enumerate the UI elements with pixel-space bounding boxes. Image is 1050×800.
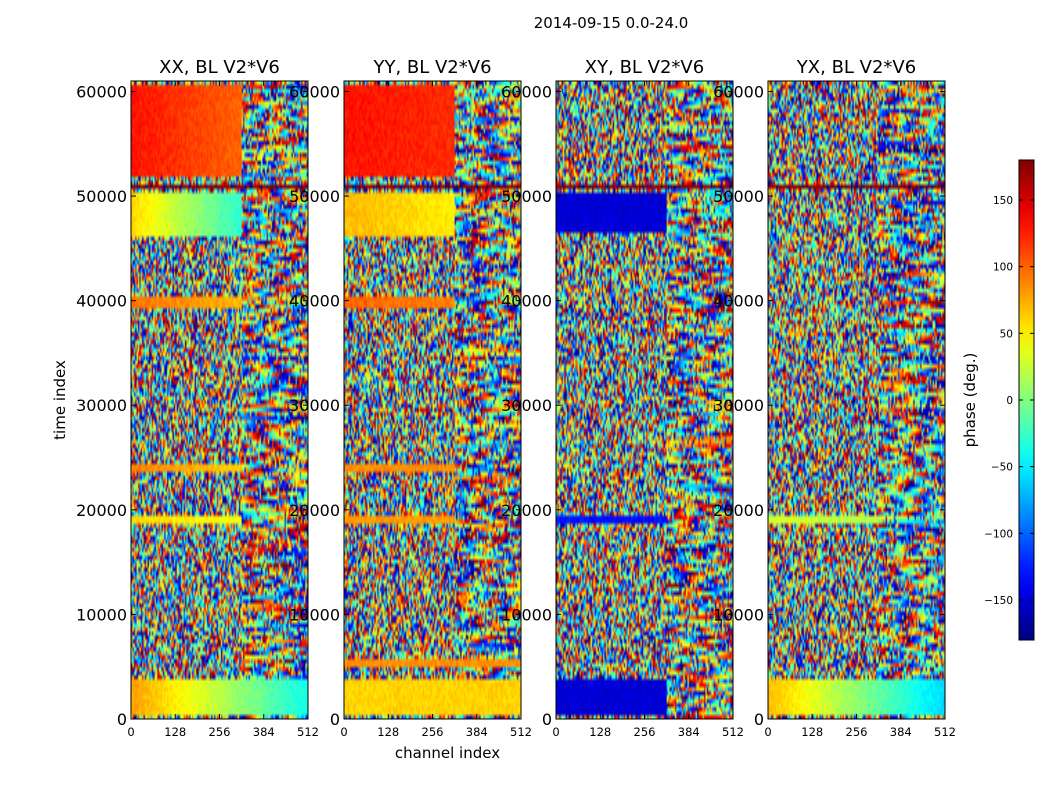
y-tick-label: 60000: [76, 82, 127, 101]
x-tick-label: 384: [890, 725, 912, 739]
x-tick-label: 0: [552, 725, 559, 739]
x-tick-label: 0: [127, 725, 134, 739]
y-tick-label: 0: [754, 710, 764, 729]
y-tick-label: 40000: [289, 292, 340, 311]
y-tick-label: 60000: [501, 82, 552, 101]
y-tick-label: 0: [330, 710, 340, 729]
colorbar-tick-label: −150: [984, 595, 1013, 607]
x-tick-label: 0: [764, 725, 771, 739]
y-tick-label: 10000: [501, 605, 552, 624]
x-tick-label: 128: [377, 725, 399, 739]
colorbar-tick-label: −100: [984, 528, 1013, 540]
y-tick-label: 50000: [76, 187, 127, 206]
y-tick-label: 60000: [289, 82, 340, 101]
colorbar-label: phase (deg.): [961, 353, 979, 448]
x-tick-label: 256: [634, 725, 656, 739]
x-tick-label: 512: [722, 725, 744, 739]
heatmap-panel-4: YX, BL V2*V6 0 128 256 384 512 0 10000 20000 3000…: [713, 57, 956, 739]
x-tick-label: 384: [678, 725, 700, 739]
panel-title: YY, BL V2*V6: [372, 57, 491, 78]
colorbar-tick-label: 150: [993, 195, 1013, 207]
y-tick-label: 30000: [289, 396, 340, 415]
panel-title: YX, BL V2*V6: [796, 57, 916, 78]
x-tick-label: 256: [209, 725, 231, 739]
panel-title: XY, BL V2*V6: [585, 57, 704, 78]
y-tick-label: 30000: [76, 396, 127, 415]
colorbar-tick-label: 50: [1000, 328, 1013, 340]
x-tick-label: 0: [340, 725, 347, 739]
x-tick-label: 512: [510, 725, 532, 739]
y-tick-label: 20000: [501, 501, 552, 520]
heatmap-image: [344, 81, 521, 719]
y-tick-label: 20000: [76, 501, 127, 520]
y-tick-label: 0: [542, 710, 552, 729]
y-tick-label: 20000: [713, 501, 764, 520]
x-tick-label: 128: [589, 725, 611, 739]
x-tick-label: 128: [164, 725, 186, 739]
x-tick-label: 512: [297, 725, 319, 739]
colorbar-tick-label: −50: [991, 462, 1013, 474]
colorbar: 150 100 50 0 −50 −100 −150 phase (deg.): [961, 159, 1035, 641]
y-tick-label: 40000: [501, 292, 552, 311]
y-tick-label: 20000: [289, 501, 340, 520]
heatmap-image: [556, 81, 733, 719]
x-tick-label: 384: [466, 725, 488, 739]
x-tick-label: 256: [422, 725, 444, 739]
panels: XX, BL V2*V6 0 128 256 384 512 0 10000 20000 3000…: [51, 57, 956, 762]
x-tick-label: 256: [846, 725, 868, 739]
y-tick-label: 10000: [76, 605, 127, 624]
y-tick-label: 60000: [713, 82, 764, 101]
heatmap-panel-3: XY, BL V2*V6 0 128 256 384 512 0 10000 20000 3000…: [501, 57, 744, 739]
x-tick-label: 128: [801, 725, 823, 739]
y-tick-label: 50000: [501, 187, 552, 206]
y-tick-label: 40000: [713, 292, 764, 311]
panel-title: XX, BL V2*V6: [159, 57, 280, 78]
colorbar-tick-label: 100: [993, 262, 1013, 274]
y-tick-label: 50000: [713, 187, 764, 206]
y-tick-label: 0: [117, 710, 127, 729]
heatmap-panel-1: XX, BL V2*V6 0 128 256 384 512 0 10000 20000 3000…: [51, 57, 319, 739]
y-axis-label: time index: [51, 360, 69, 440]
x-tick-label: 512: [934, 725, 956, 739]
x-axis-label: channel index: [395, 744, 500, 762]
colorbar-tick-label: 0: [1006, 395, 1013, 407]
y-tick-label: 10000: [713, 605, 764, 624]
figure-title: 2014-09-15 0.0-24.0: [534, 14, 689, 32]
y-tick-label: 40000: [76, 292, 127, 311]
heatmap-panel-2: YY, BL V2*V6 0 128 256 384 512 0 10000 20000 3000…: [289, 57, 532, 762]
x-tick-label: 384: [253, 725, 275, 739]
heatmap-image: [768, 81, 945, 719]
y-tick-label: 50000: [289, 187, 340, 206]
y-tick-label: 30000: [713, 396, 764, 415]
y-tick-label: 10000: [289, 605, 340, 624]
heatmap-image: [131, 81, 308, 719]
y-tick-label: 30000: [501, 396, 552, 415]
